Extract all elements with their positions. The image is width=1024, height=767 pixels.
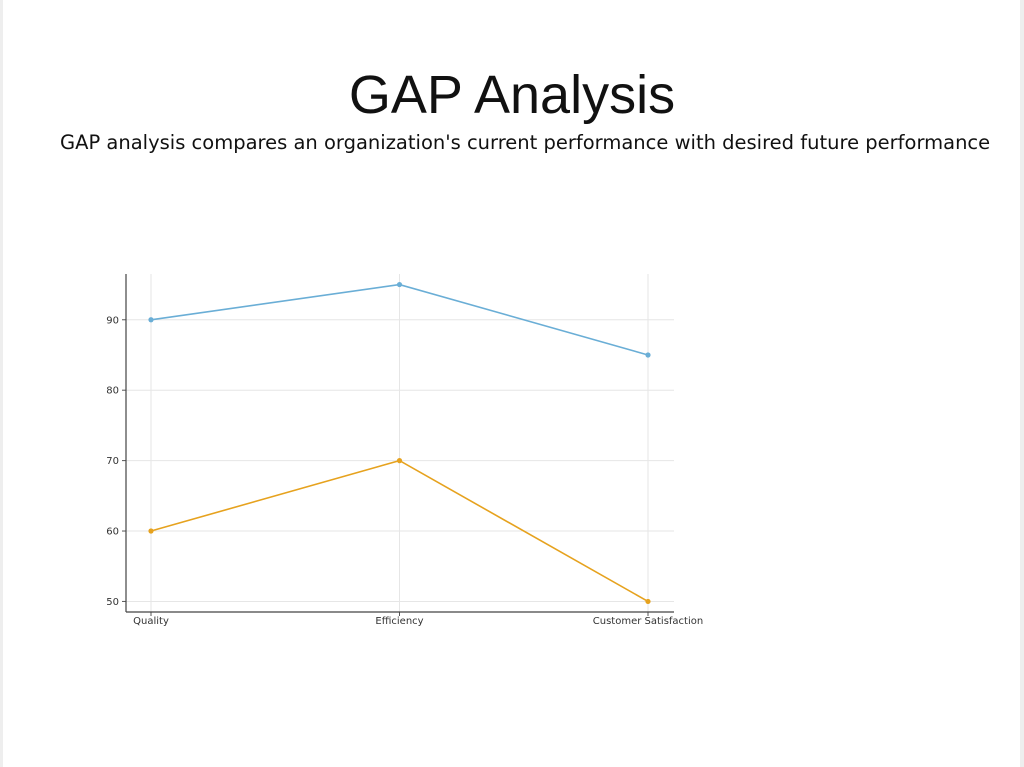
slide-border-left (0, 0, 3, 767)
x-tick-label: Quality (133, 616, 169, 627)
chart-tick-labels: 50 60 70 80 90 Quality Efficiency Customer Sati… (106, 315, 703, 627)
slide-title: GAP Analysis (348, 65, 676, 125)
series-point-1 (148, 528, 154, 534)
chart-axes (122, 274, 674, 616)
slide-subtitle: GAP analysis compares an organization's … (60, 131, 991, 154)
chart-series (148, 281, 651, 605)
x-tick-label: Customer Satisfaction (593, 616, 703, 627)
x-tick-label: Efficiency (375, 616, 423, 627)
chart-grid (126, 274, 674, 612)
slide-border-right (1020, 0, 1024, 767)
y-tick-label: 60 (106, 527, 119, 538)
y-tick-label: 90 (106, 315, 119, 326)
y-tick-label: 70 (106, 456, 119, 467)
y-tick-label: 80 (106, 386, 119, 397)
series-point-0 (148, 317, 154, 323)
series-point-0 (396, 281, 403, 288)
series-point-1 (645, 598, 651, 605)
y-tick-label: 50 (106, 597, 119, 608)
series-point-0 (645, 352, 651, 358)
series-point-1 (396, 458, 403, 464)
